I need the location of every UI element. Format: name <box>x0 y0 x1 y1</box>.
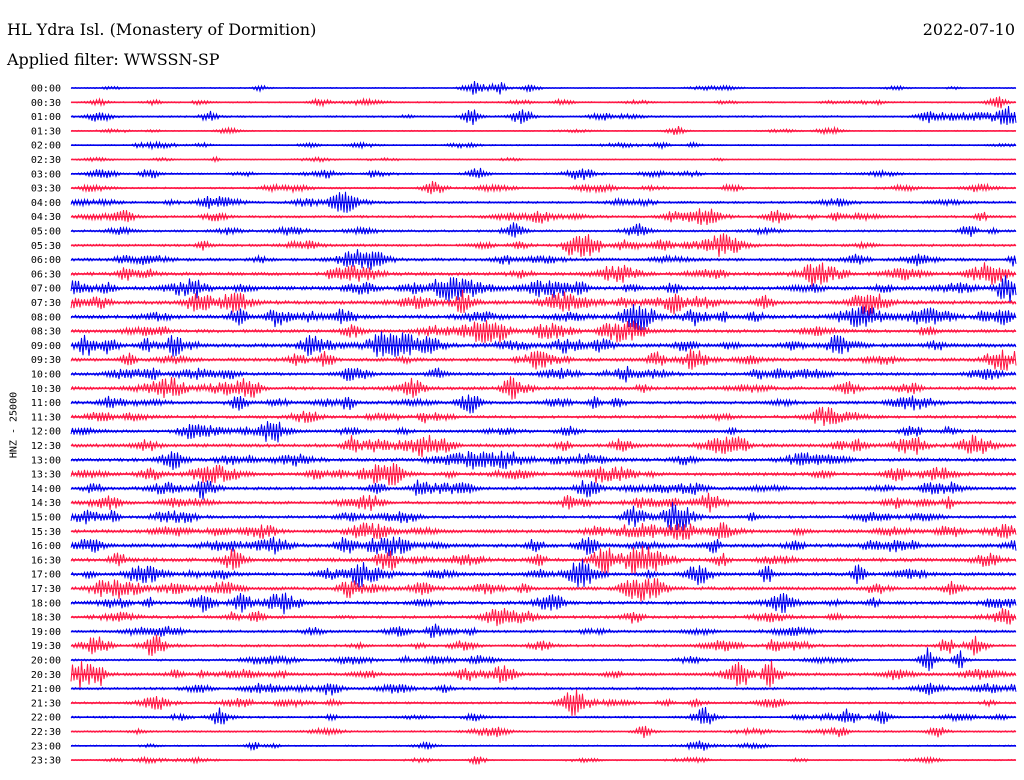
time-label-2200: 22:00 <box>31 713 61 724</box>
time-label-1700: 17:00 <box>31 570 61 581</box>
time-label-1030: 10:30 <box>31 384 61 395</box>
trace-0930 <box>70 348 1017 371</box>
time-label-1130: 11:30 <box>31 412 61 423</box>
time-label-1000: 10:00 <box>31 370 61 381</box>
time-label-1530: 15:30 <box>31 527 61 538</box>
trace-0900 <box>70 331 1017 357</box>
trace-0800 <box>70 304 1017 331</box>
trace-0500 <box>70 222 1017 238</box>
trace-0830 <box>70 320 1017 344</box>
trace-1830 <box>70 608 1017 627</box>
trace-1100 <box>70 394 1017 414</box>
time-label-1230: 12:30 <box>31 441 61 452</box>
time-label-1300: 13:00 <box>31 455 61 466</box>
trace-1700 <box>70 559 1017 588</box>
time-label-0100: 01:00 <box>31 112 61 123</box>
filter-label: Applied filter: WWSSN-SP <box>7 50 220 69</box>
time-label-1730: 17:30 <box>31 584 61 595</box>
time-label-0800: 08:00 <box>31 312 61 323</box>
time-label-0930: 09:30 <box>31 355 61 366</box>
time-label-0630: 06:30 <box>31 269 61 280</box>
time-label-0030: 00:30 <box>31 98 61 109</box>
trace-1530 <box>70 522 1017 541</box>
trace-1800 <box>70 592 1017 615</box>
time-label-1830: 18:30 <box>31 613 61 624</box>
time-label-0130: 01:30 <box>31 126 61 137</box>
trace-0730 <box>70 289 1017 318</box>
time-label-0330: 03:30 <box>31 184 61 195</box>
time-label-2030: 20:30 <box>31 670 61 681</box>
time-label-0700: 07:00 <box>31 284 61 295</box>
time-label-0000: 00:00 <box>31 84 61 95</box>
time-label-0300: 03:00 <box>31 169 61 180</box>
time-label-0200: 02:00 <box>31 141 61 152</box>
time-label-0900: 09:00 <box>31 341 61 352</box>
trace-1230 <box>70 434 1017 458</box>
time-label-0230: 02:30 <box>31 155 61 166</box>
time-label-0400: 04:00 <box>31 198 61 209</box>
time-label-2130: 21:30 <box>31 698 61 709</box>
trace-0700 <box>70 275 1017 304</box>
trace-1400 <box>70 479 1017 500</box>
trace-0100 <box>70 106 1017 126</box>
time-label-1630: 16:30 <box>31 555 61 566</box>
time-label-1800: 18:00 <box>31 598 61 609</box>
time-label-1430: 14:30 <box>31 498 61 509</box>
time-label-1930: 19:30 <box>31 641 61 652</box>
time-label-1500: 15:00 <box>31 513 61 524</box>
time-label-0530: 05:30 <box>31 241 61 252</box>
time-label-2300: 23:00 <box>31 741 61 752</box>
time-label-1600: 16:00 <box>31 541 61 552</box>
trace-0430 <box>70 208 1017 226</box>
time-label-1200: 12:00 <box>31 427 61 438</box>
time-label-0730: 07:30 <box>31 298 61 309</box>
record-date: 2022-07-10 <box>922 20 1015 39</box>
time-label-0500: 05:00 <box>31 227 61 238</box>
time-label-2230: 22:30 <box>31 727 61 738</box>
time-label-1900: 19:00 <box>31 627 61 638</box>
time-label-2100: 21:00 <box>31 684 61 695</box>
trace-1630 <box>70 545 1017 575</box>
time-label-0830: 08:30 <box>31 327 61 338</box>
station-title: HL Ydra Isl. (Monastery of Dormition) <box>7 20 317 39</box>
time-label-2330: 23:30 <box>31 756 61 767</box>
trace-1330 <box>70 462 1017 486</box>
time-label-1100: 11:00 <box>31 398 61 409</box>
time-label-0600: 06:00 <box>31 255 61 266</box>
time-label-0430: 04:30 <box>31 212 61 223</box>
time-label-2000: 20:00 <box>31 656 61 667</box>
trace-2200 <box>70 707 1017 725</box>
trace-1430 <box>70 492 1017 513</box>
trace-1600 <box>70 536 1017 557</box>
time-label-1400: 14:00 <box>31 484 61 495</box>
time-label-1330: 13:30 <box>31 470 61 481</box>
